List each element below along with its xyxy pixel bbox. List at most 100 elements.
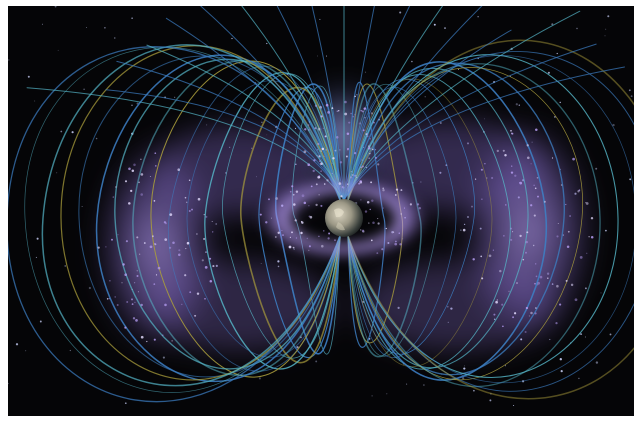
belt-particle: [504, 153, 507, 157]
belt-particle: [474, 178, 477, 180]
belt-particle: [363, 107, 367, 110]
star: [399, 11, 402, 14]
belt-particle: [344, 100, 347, 104]
belt-particle: [178, 253, 181, 257]
belt-particle: [308, 124, 310, 126]
belt-particle: [556, 235, 559, 238]
belt-particle: [163, 221, 167, 224]
belt-particle: [301, 194, 305, 198]
belt-particle: [131, 303, 134, 305]
belt-particle: [326, 179, 329, 182]
star: [25, 350, 27, 352]
star: [81, 206, 83, 208]
belt-particle: [535, 275, 538, 278]
star: [56, 172, 58, 174]
belt-particle: [341, 186, 344, 188]
belt-particle: [377, 218, 379, 220]
belt-particle: [350, 171, 352, 173]
belt-particle: [289, 190, 292, 193]
belt-particle: [556, 284, 559, 288]
star: [477, 16, 479, 18]
belt-particle: [416, 203, 420, 206]
belt-particle: [362, 129, 365, 132]
belt-particle: [345, 155, 348, 158]
star: [609, 333, 612, 336]
belt-particle: [140, 158, 142, 160]
belt-particle: [499, 269, 502, 273]
field-line: [347, 54, 619, 379]
star: [547, 71, 550, 74]
belt-particle: [572, 157, 575, 161]
belt-particle: [320, 150, 322, 152]
belt-particle: [146, 340, 148, 343]
belt-particle: [339, 149, 341, 151]
belt-particle: [534, 187, 537, 190]
belt-particle: [211, 220, 213, 223]
star: [386, 393, 388, 395]
belt-particle: [318, 155, 321, 158]
star: [518, 104, 520, 106]
belt-particle: [519, 234, 522, 238]
star: [95, 137, 98, 140]
belt-particle: [586, 252, 588, 254]
belt-particle: [137, 291, 139, 293]
belt-particle: [140, 193, 143, 196]
star: [27, 75, 30, 78]
star: [174, 96, 176, 98]
belt-particle: [204, 266, 208, 269]
belt-particle: [308, 129, 310, 131]
star: [162, 356, 165, 359]
belt-particle: [398, 232, 401, 234]
belt-particle: [125, 240, 128, 243]
belt-particle: [171, 340, 173, 342]
belt-particle: [394, 194, 397, 196]
belt-particle: [565, 279, 568, 282]
star: [595, 167, 598, 170]
belt-particle: [532, 244, 535, 247]
belt-particle: [162, 334, 164, 336]
belt-particle: [385, 227, 387, 230]
belt-particle: [203, 213, 205, 216]
belt-particle: [585, 202, 589, 205]
belt-particle: [462, 228, 466, 232]
belt-particle: [153, 338, 156, 341]
belt-particle: [310, 185, 313, 188]
belt-particle: [157, 266, 161, 270]
star: [513, 404, 515, 407]
belt-particle: [315, 203, 318, 207]
belt-particle: [203, 237, 206, 241]
belt-particle: [585, 201, 587, 204]
belt-particle: [111, 238, 113, 241]
belt-particle: [360, 199, 362, 201]
belt-particle: [323, 155, 325, 157]
belt-particle: [154, 152, 157, 155]
belt-particle: [153, 200, 156, 202]
belt-particle: [512, 231, 514, 233]
belt-particle: [382, 187, 385, 190]
belt-particle: [557, 222, 559, 225]
belt-particle: [317, 127, 321, 131]
belt-particle: [481, 198, 483, 200]
belt-particle: [514, 174, 517, 177]
belt-particle: [275, 197, 279, 200]
belt-particle: [358, 182, 361, 185]
star: [8, 382, 9, 385]
belt-particle: [378, 118, 380, 121]
belt-particle: [368, 222, 370, 224]
star: [444, 27, 446, 30]
star: [612, 123, 615, 127]
radiation-belts-illustration: [8, 6, 634, 407]
belt-particle: [399, 243, 402, 246]
star: [15, 343, 19, 346]
belt-particle: [319, 105, 323, 109]
belt-particle: [555, 321, 558, 325]
belt-particle: [274, 236, 277, 238]
belt-particle: [395, 240, 397, 243]
belt-particle: [376, 252, 379, 255]
belt-particle: [122, 263, 125, 266]
belt-particles: [97, 94, 594, 343]
star: [86, 27, 87, 28]
belt-particle: [291, 231, 293, 234]
belt-particle: [505, 204, 507, 206]
field-line: [347, 67, 583, 381]
